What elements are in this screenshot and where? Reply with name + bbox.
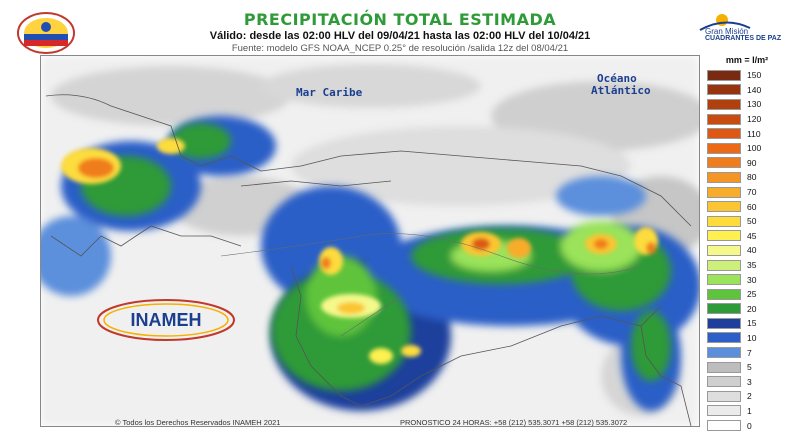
legend-value: 100 [747, 143, 762, 154]
legend-row: 1 [707, 404, 787, 419]
legend-row: 110 [707, 126, 787, 141]
legend-swatch [707, 69, 741, 81]
legend-row: 25 [707, 287, 787, 302]
legend-title: mm = l/m² [725, 55, 769, 65]
precipitation-map: Mar Caribe Océano Atlántico [40, 55, 700, 427]
partner-line-1: Gran Misión [705, 27, 749, 36]
copyright-text: © Todos los Derechos Reservados INAMEH 2… [115, 418, 281, 427]
legend-value: 70 [747, 187, 757, 198]
legend-value: 90 [747, 157, 757, 168]
legend-value: 110 [747, 128, 761, 139]
legend-row: 90 [707, 156, 787, 171]
legend-swatch [707, 317, 741, 329]
ministry-emblem [14, 10, 78, 56]
legend-row: 130 [707, 97, 787, 112]
legend-value: 20 [747, 303, 757, 314]
legend-value: 35 [747, 260, 757, 271]
legend-value: 80 [747, 172, 757, 183]
legend-value: 30 [747, 274, 757, 285]
legend-row: 15 [707, 316, 787, 331]
legend-rows: 150 140 130 120 110 100 90 80 70 60 50 45 40 35 30 25 20… [707, 68, 787, 433]
model-source: Fuente: modelo GFS NOAA_NCEP 0.25° de re… [231, 43, 569, 54]
inameh-wordmark: INAMEH [131, 310, 202, 330]
legend-row: 70 [707, 185, 787, 200]
caribbean-sea-label: Mar Caribe [296, 86, 363, 99]
legend-value: 3 [747, 376, 752, 387]
legend-swatch [707, 142, 741, 154]
legend-swatch [707, 288, 741, 300]
legend-row: 60 [707, 199, 787, 214]
legend-row: 140 [707, 83, 787, 98]
legend-value: 7 [747, 347, 752, 358]
validity-period: Válido: desde las 02:00 HLV del 09/04/21… [209, 30, 591, 42]
legend-value: 140 [747, 84, 762, 95]
legend-swatch [707, 405, 741, 417]
legend-value: 45 [747, 230, 757, 241]
legend-swatch [707, 215, 741, 227]
legend-swatch [707, 303, 741, 315]
legend-row: 20 [707, 302, 787, 317]
legend-swatch [707, 259, 741, 271]
legend-swatch [707, 98, 741, 110]
legend-row: 80 [707, 170, 787, 185]
legend-row: 3 [707, 374, 787, 389]
partner-line-2: CUADRANTES DE PAZ [705, 35, 782, 42]
legend-swatch [707, 230, 741, 242]
legend-swatch [707, 171, 741, 183]
precipitation-legend: mm = l/m² 150 140 130 120 110 100 90 80 70 60 50 45… [707, 55, 787, 433]
legend-row: 100 [707, 141, 787, 156]
legend-swatch [707, 347, 741, 359]
legend-value: 40 [747, 245, 757, 256]
inameh-logo: INAMEH [96, 298, 236, 342]
legend-swatch [707, 157, 741, 169]
legend-swatch [707, 244, 741, 256]
legend-swatch [707, 201, 741, 213]
legend-swatch [707, 113, 741, 125]
borders [45, 94, 692, 426]
legend-row: 0 [707, 418, 787, 433]
legend-swatch [707, 186, 741, 198]
atlantic-ocean-label-1: Océano [597, 72, 637, 85]
intense-precip-cores [61, 138, 658, 364]
legend-row: 120 [707, 112, 787, 127]
legend-swatch [707, 376, 741, 388]
legend-row: 45 [707, 229, 787, 244]
legend-value: 0 [747, 420, 752, 431]
cuadrantes-de-paz-logo [690, 10, 790, 50]
legend-row: 150 [707, 68, 787, 83]
legend-row: 7 [707, 345, 787, 360]
legend-value: 50 [747, 216, 757, 227]
legend-swatch [707, 420, 741, 432]
legend-value: 130 [747, 99, 762, 110]
legend-value: 120 [747, 114, 762, 125]
legend-row: 40 [707, 243, 787, 258]
page-title: PRECIPITACIÓN TOTAL ESTIMADA [243, 10, 557, 29]
legend-value: 15 [747, 318, 757, 329]
legend-row: 35 [707, 258, 787, 273]
legend-value: 5 [747, 362, 752, 373]
legend-value: 1 [747, 405, 752, 416]
legend-value: 10 [747, 332, 757, 343]
map-canvas [41, 56, 699, 426]
legend-value: 2 [747, 391, 752, 402]
legend-value: 150 [747, 70, 762, 81]
contact-text: PRONOSTICO 24 HORAS: +58 (212) 535.3071 … [400, 418, 628, 427]
rivers [220, 233, 642, 337]
legend-row: 30 [707, 272, 787, 287]
legend-value: 60 [747, 201, 757, 212]
legend-row: 10 [707, 331, 787, 346]
legend-swatch [707, 361, 741, 373]
legend-swatch [707, 84, 741, 96]
legend-row: 50 [707, 214, 787, 229]
legend-swatch [707, 128, 741, 140]
legend-row: 2 [707, 389, 787, 404]
legend-value: 25 [747, 289, 757, 300]
legend-swatch [707, 274, 741, 286]
atlantic-ocean-label-2: Atlántico [591, 84, 651, 97]
legend-row: 5 [707, 360, 787, 375]
legend-swatch [707, 390, 741, 402]
legend-swatch [707, 332, 741, 344]
